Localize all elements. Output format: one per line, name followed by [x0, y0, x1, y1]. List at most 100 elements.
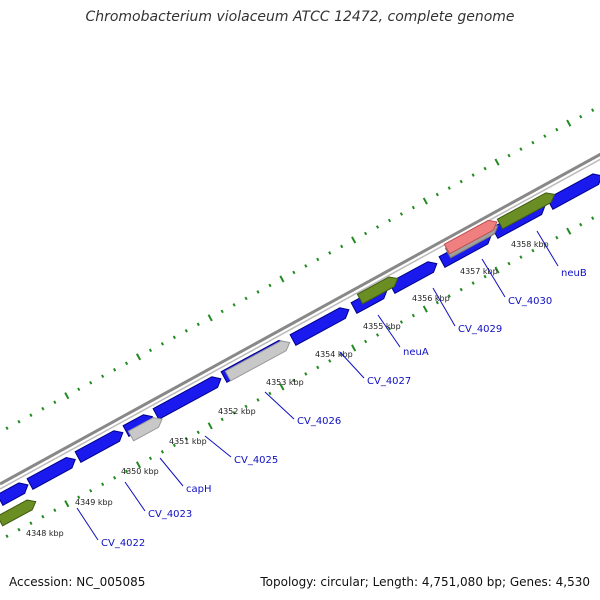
- gene-leader-line: [204, 435, 232, 458]
- outer-tick: [579, 114, 583, 119]
- kbp-label: 4348 kbp: [26, 529, 64, 538]
- outer-tick: [304, 264, 308, 268]
- outer-tick: [89, 380, 93, 385]
- feature-arrow: [496, 192, 556, 230]
- outer-tick: [316, 257, 320, 262]
- inner-tick: [53, 508, 57, 513]
- inner-tick: [268, 391, 272, 396]
- outer-tick: [566, 119, 572, 127]
- kbp-label: 4358 kbp: [511, 240, 549, 249]
- feature-arrow: [127, 417, 163, 442]
- inner-tick: [77, 495, 81, 500]
- inner-tick: [566, 227, 572, 235]
- inner-tick: [124, 469, 129, 474]
- gene-leader-line: [124, 481, 146, 512]
- outer-tick: [220, 309, 224, 314]
- kbp-label: 4351 kbp: [169, 437, 207, 446]
- outer-tick: [113, 367, 117, 372]
- outer-tick: [471, 173, 475, 177]
- inner-tick: [207, 422, 213, 430]
- outer-tick: [64, 392, 70, 400]
- inner-tick: [135, 461, 142, 469]
- inner-tick: [459, 287, 463, 292]
- outer-tick: [101, 374, 105, 379]
- gene-label: CV_4023: [148, 509, 192, 520]
- outer-tick: [207, 314, 213, 322]
- outer-tick: [435, 192, 439, 197]
- outer-tick: [279, 275, 285, 283]
- outer-tick: [363, 231, 368, 236]
- kbp-label: 4357 kbp: [460, 267, 498, 276]
- gene-leader-line: [264, 391, 295, 420]
- cds-arrow: [26, 456, 76, 490]
- inner-tick: [579, 222, 583, 227]
- kbp-label: 4350 kbp: [121, 467, 159, 476]
- outer-tick: [531, 140, 535, 145]
- inner-tick: [172, 443, 176, 448]
- inner-tick: [387, 326, 392, 331]
- feature-arrow: [443, 219, 498, 255]
- outer-tick: [543, 134, 547, 138]
- gene-label: CV_4029: [458, 324, 502, 335]
- outer-tick: [411, 205, 415, 210]
- backbone-line: [0, 158, 600, 490]
- outer-tick: [591, 108, 595, 112]
- inner-tick: [422, 305, 428, 313]
- feature-arrow: [356, 276, 399, 305]
- gene-labels: CV_4022 CV_4023 capH CV_4025 CV_4026 CV_4027 n…: [76, 230, 587, 549]
- outer-tick: [256, 290, 260, 294]
- cds-arrow: [152, 376, 222, 420]
- kbp-label: 4352 kbp: [218, 407, 256, 416]
- inner-tick: [471, 281, 475, 285]
- inner-tick: [41, 514, 45, 519]
- outer-tick: [124, 361, 129, 366]
- outer-tick: [494, 158, 500, 166]
- inner-tick: [17, 527, 21, 532]
- gene-leader-line: [536, 230, 559, 267]
- outer-tick: [160, 342, 164, 346]
- inner-tick: [5, 534, 9, 538]
- genome-summary: Topology: circular; Length: 4,751,080 bp…: [260, 575, 590, 589]
- backbone-line: [0, 152, 600, 486]
- kbp-label: 4349 kbp: [75, 498, 113, 507]
- outer-tick: [17, 419, 21, 424]
- inner-tick: [184, 437, 188, 441]
- outer-tick: [422, 197, 428, 205]
- outer-tick: [5, 426, 9, 430]
- outer-tick: [387, 218, 392, 223]
- gene-leader-line: [339, 351, 365, 379]
- accession-label: Accession: NC_005085: [9, 575, 146, 589]
- kbp-labels: 4348 kbp 4349 kbp 4350 kbp 4351 kbp 4352 kbp…: [26, 240, 549, 538]
- gene-leader-line: [377, 314, 401, 348]
- inner-tick: [399, 320, 404, 324]
- outer-tick: [148, 348, 153, 353]
- inner-tick: [256, 398, 260, 402]
- inner-tick: [591, 216, 595, 220]
- feature-arrow: [224, 340, 291, 382]
- cds-arrow: [74, 430, 124, 463]
- inner-tick: [435, 300, 439, 305]
- cds-arrow: [0, 482, 29, 506]
- inner-tick: [375, 333, 380, 337]
- outer-tick: [41, 406, 45, 411]
- outer-tick: [459, 179, 463, 184]
- outer-tick: [29, 413, 33, 417]
- feature-track: [0, 192, 556, 527]
- outer-tick: [328, 251, 332, 255]
- gene-leader-line: [481, 258, 506, 298]
- inner-tick: [64, 500, 70, 508]
- inner-tick: [328, 359, 332, 363]
- outer-tick: [292, 270, 296, 275]
- outer-tick: [519, 147, 523, 151]
- gene-label: CV_4025: [234, 455, 278, 466]
- inner-tick: [279, 383, 285, 391]
- inner-tick: [232, 411, 236, 415]
- map-title: Chromobacterium violaceum ATCC 12472, co…: [85, 9, 515, 25]
- inner-tick: [363, 339, 368, 344]
- outer-tick: [447, 186, 451, 190]
- inner-tick: [89, 488, 93, 493]
- inner-tick: [555, 235, 559, 240]
- outer-tick: [375, 225, 380, 229]
- gene-label: neuA: [403, 347, 429, 358]
